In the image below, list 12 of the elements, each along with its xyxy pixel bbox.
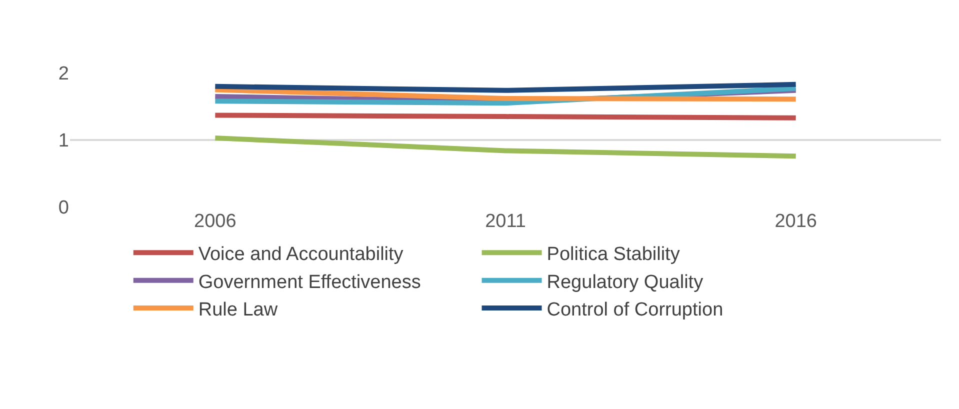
legend-label: Regulatory Quality [546, 272, 704, 293]
x-tick-label: 2006 [194, 211, 236, 232]
y-tick-label: 0 [58, 198, 69, 219]
x-tick-label: 2011 [485, 211, 526, 232]
legend-label: Control of Corruption [546, 299, 724, 320]
legend-label: Voice and Accountability [198, 244, 404, 266]
x-tick-label: 2016 [774, 211, 817, 232]
legend-label: Government Effectiveness [198, 272, 421, 293]
y-tick-label: 1 [58, 130, 69, 152]
y-tick-label: 2 [58, 64, 69, 85]
legend-label: Politica Stability [546, 244, 680, 266]
legend-label: Rule Law [198, 299, 278, 320]
